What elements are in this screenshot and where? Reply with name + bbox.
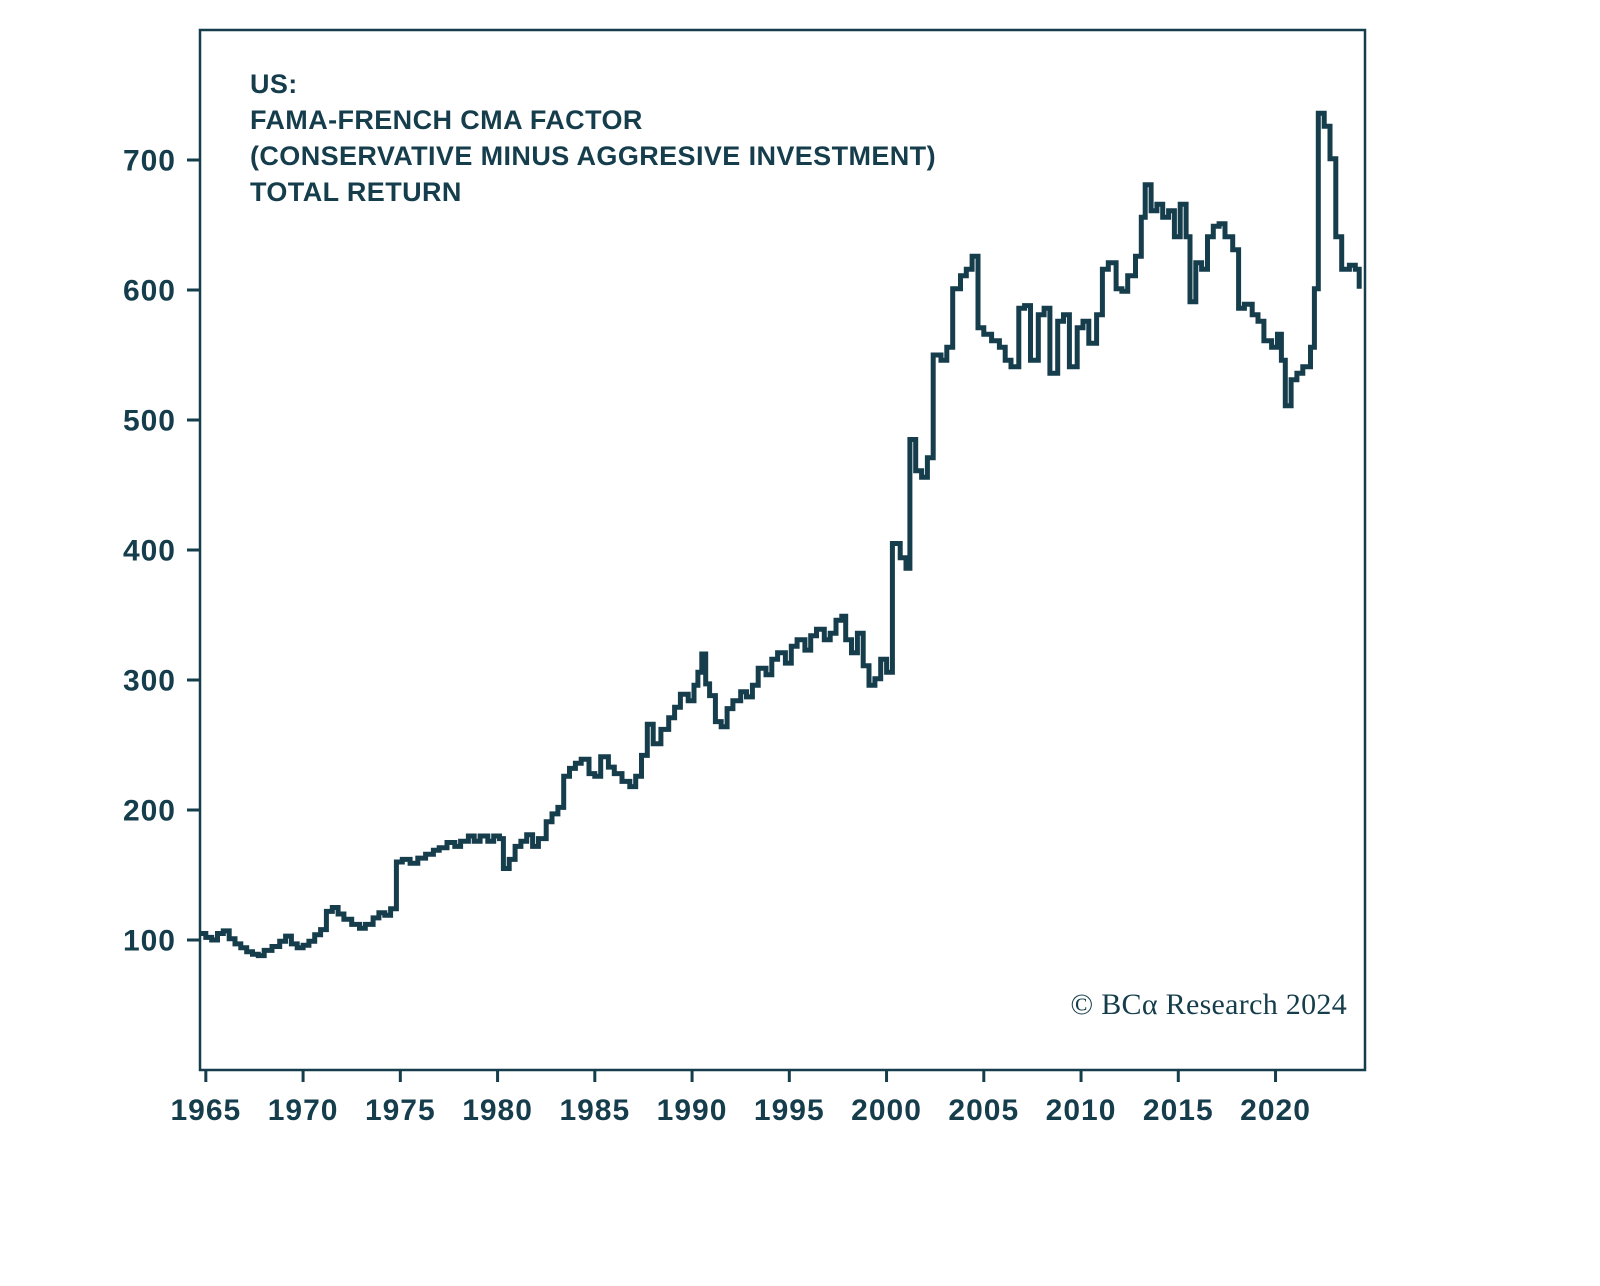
chart-title-line: US: [250,69,298,99]
y-tick-label: 200 [123,795,176,828]
x-tick-label: 1965 [170,1094,241,1127]
x-tick-label: 1975 [365,1094,436,1127]
y-tick-label: 300 [123,665,176,698]
x-tick-label: 2010 [1046,1094,1117,1127]
x-tick-label: 1995 [754,1094,825,1127]
x-tick-label: 2015 [1143,1094,1214,1127]
chart-title-line: FAMA-FRENCH CMA FACTOR [250,105,643,135]
x-tick-label: 2020 [1240,1094,1311,1127]
x-tick-label: 2005 [948,1094,1019,1127]
source-credit: © BCα Research 2024 [1070,988,1347,1021]
y-tick-label: 100 [123,925,176,958]
chart-title-line: TOTAL RETURN [250,177,462,207]
y-tick-label: 600 [123,275,176,308]
y-tick-label: 700 [123,145,176,178]
x-tick-label: 1985 [559,1094,630,1127]
chart-title-line: (CONSERVATIVE MINUS AGGRESIVE INVESTMENT… [250,141,936,171]
x-tick-label: 1970 [268,1094,339,1127]
y-tick-label: 500 [123,405,176,438]
y-tick-label: 400 [123,535,176,568]
series-line [201,110,1362,959]
chart-title: US: FAMA-FRENCH CMA FACTOR (CONSERVATIVE… [250,66,936,210]
x-tick-label: 1990 [657,1094,728,1127]
x-tick-label: 1980 [462,1094,533,1127]
x-tick-label: 2000 [851,1094,922,1127]
